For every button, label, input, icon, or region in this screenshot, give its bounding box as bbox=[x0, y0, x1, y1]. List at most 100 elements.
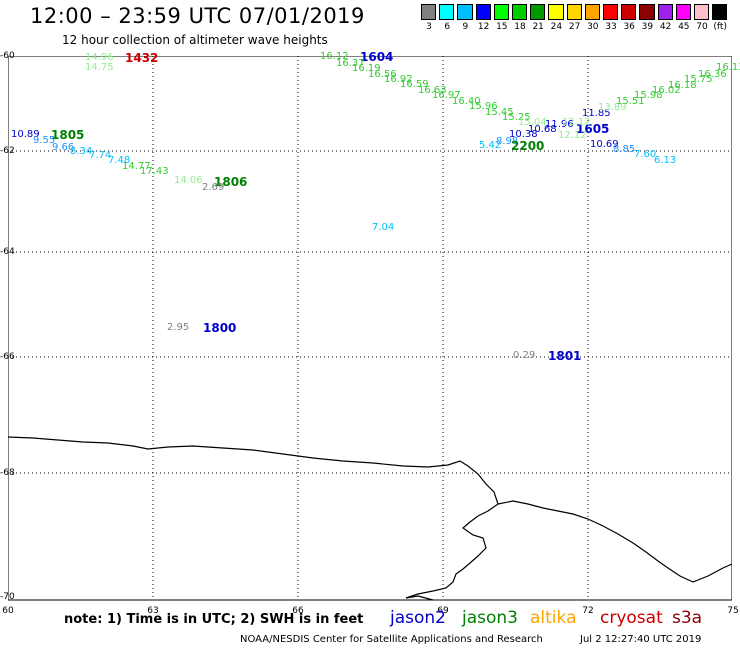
scale-swatch bbox=[675, 4, 691, 20]
satellite-s3a: s3a bbox=[672, 608, 703, 628]
scale-label: (ft) bbox=[713, 22, 727, 32]
scale-label: 70 bbox=[696, 22, 708, 32]
scale-swatch bbox=[439, 4, 455, 20]
wave-height-value: 16.63 bbox=[418, 85, 447, 96]
latitude-label: -64 bbox=[0, 247, 15, 257]
scale-swatch bbox=[457, 4, 473, 20]
wave-height-value: 16.36 bbox=[698, 69, 727, 80]
wave-height-value: 14.75 bbox=[85, 62, 114, 73]
wave-height-value: 7.60 bbox=[634, 149, 657, 160]
wave-height-value: 15.98 bbox=[634, 90, 663, 101]
wave-height-value: 16.13 bbox=[716, 62, 740, 73]
satellite-jason2: jason2 bbox=[390, 608, 446, 628]
wave-height-value: 16.59 bbox=[400, 79, 429, 90]
wave-height-value: 15.25 bbox=[502, 112, 531, 123]
pass-time-label: 1604 bbox=[360, 50, 394, 64]
wave-height-value: 10.69 bbox=[590, 139, 619, 150]
wave-height-value: 0.29 bbox=[513, 350, 536, 361]
scale-swatch bbox=[548, 4, 564, 20]
satellite-altika: altika bbox=[530, 608, 577, 628]
wave-height-value: 13.89 bbox=[598, 102, 627, 113]
coastline-inlet bbox=[405, 595, 434, 601]
scale-label: 30 bbox=[587, 22, 599, 32]
antarctic-coastline bbox=[8, 436, 499, 599]
wave-height-value: 9.66 bbox=[52, 142, 75, 153]
wave-height-value: 16.37 bbox=[336, 58, 365, 69]
wave-height-value: 10.68 bbox=[528, 124, 557, 135]
wave-height-value: 16.56 bbox=[368, 69, 397, 80]
scale-swatch bbox=[493, 4, 509, 20]
wave-height-value: 12.12 bbox=[558, 130, 587, 141]
wave-height-value: 16.02 bbox=[652, 85, 681, 96]
pass-time-label: 2200 bbox=[511, 139, 545, 153]
wave-height-value: 11.85 bbox=[582, 108, 611, 119]
scale-label: 6 bbox=[444, 22, 451, 32]
wave-height-value: 2.69 bbox=[202, 182, 225, 193]
scale-swatch bbox=[584, 4, 600, 20]
pass-time-label: 1800 bbox=[203, 321, 237, 335]
wave-height-value: 7.74 bbox=[89, 150, 112, 161]
wave-height-value: 10.38 bbox=[509, 129, 538, 140]
scale-swatch bbox=[712, 4, 728, 20]
wave-height-value: 8.34 bbox=[70, 146, 93, 157]
wave-height-value: 5.42 bbox=[479, 140, 502, 151]
scale-swatch bbox=[639, 4, 655, 20]
satellite-cryosat: cryosat bbox=[600, 608, 663, 628]
wave-height-value: 15.51 bbox=[616, 96, 645, 107]
wave-height-value: 2.95 bbox=[167, 322, 190, 333]
scale-label: 45 bbox=[678, 22, 690, 32]
scale-label: 42 bbox=[659, 22, 672, 32]
scale-label: 9 bbox=[462, 22, 469, 32]
wave-height-value: 16.12 bbox=[320, 51, 349, 62]
latitude-label: -62 bbox=[0, 146, 15, 156]
pass-time-label: 1801 bbox=[548, 349, 582, 363]
scale-swatch bbox=[530, 4, 546, 20]
map-frame bbox=[8, 56, 732, 601]
latitude-label: -68 bbox=[0, 468, 15, 478]
scale-swatch bbox=[694, 4, 710, 20]
latitude-label: -70 bbox=[0, 592, 15, 602]
pass-time-label: 1605 bbox=[576, 122, 610, 136]
longitude-label: 60 bbox=[2, 606, 14, 616]
wave-height-value: 15.04 bbox=[518, 117, 547, 128]
wave-height-value: 7.48 bbox=[108, 155, 131, 166]
footer-note: note: 1) Time is in UTC; 2) SWH is in fe… bbox=[64, 612, 364, 627]
wave-height-value: 9.55 bbox=[33, 135, 56, 146]
wave-height-value: 16.18 bbox=[668, 80, 697, 91]
wave-height-value: 16.40 bbox=[452, 96, 481, 107]
longitude-label: 75 bbox=[727, 606, 739, 616]
wave-height-value: 16.97 bbox=[432, 90, 461, 101]
wave-height-value: 8.85 bbox=[613, 144, 636, 155]
scale-label: 36 bbox=[623, 22, 635, 32]
wave-height-value: 16.19 bbox=[352, 63, 381, 74]
satellite-jason3: jason3 bbox=[462, 608, 518, 628]
scale-swatch bbox=[621, 4, 637, 20]
scale-label: 3 bbox=[426, 22, 432, 32]
scale-label: 21 bbox=[532, 22, 544, 32]
wave-height-value: 14.96 bbox=[85, 52, 114, 63]
scale-label: 24 bbox=[550, 22, 563, 32]
generated-timestamp: Jul 2 12:27:40 UTC 2019 bbox=[580, 634, 702, 645]
scale-swatch bbox=[421, 4, 437, 20]
wave-height-value: 11.96 bbox=[545, 119, 574, 130]
wave-height-value: 14.77 bbox=[122, 161, 151, 172]
graticule bbox=[8, 56, 732, 600]
pass-time-label: 1806 bbox=[214, 175, 248, 189]
scale-label: 27 bbox=[568, 22, 581, 32]
wave-height-value: 15.96 bbox=[469, 101, 498, 112]
credit-line: NOAA/NESDIS Center for Satellite Applica… bbox=[240, 634, 543, 645]
ice-shelf-edge bbox=[497, 500, 732, 583]
wave-height-value: 8.98 bbox=[496, 136, 519, 147]
scale-label: 18 bbox=[514, 22, 526, 32]
longitude-label: 72 bbox=[582, 606, 594, 616]
scale-label: 33 bbox=[605, 22, 617, 32]
scale-swatch bbox=[512, 4, 528, 20]
latitude-label: -66 bbox=[0, 352, 15, 362]
latitude-label: -60 bbox=[0, 51, 15, 61]
pass-time-label: 1432 bbox=[125, 51, 159, 65]
longitude-label: 63 bbox=[147, 606, 159, 616]
wave-height-value: 17.43 bbox=[140, 166, 169, 177]
map-subtitle: 12 hour collection of altimeter wave hei… bbox=[62, 33, 328, 47]
wave-height-value: 10.89 bbox=[11, 129, 40, 140]
scale-label: 12 bbox=[477, 22, 490, 32]
